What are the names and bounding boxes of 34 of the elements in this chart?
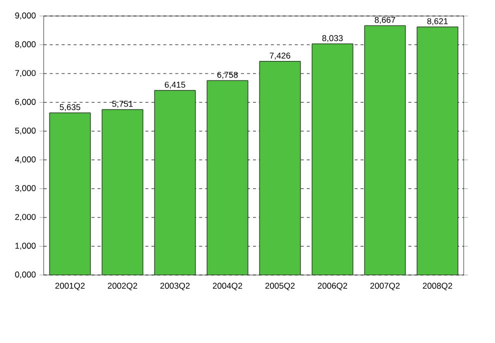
y-tick-label: 1,000	[15, 242, 36, 250]
data-label: 6,758	[217, 72, 238, 79]
data-label: 7,426	[270, 52, 290, 60]
x-tick-label: 2007Q2	[370, 282, 400, 290]
data-label: 5,751	[112, 100, 133, 108]
y-tick-label: 7,000	[15, 70, 36, 78]
bar	[416, 26, 458, 275]
data-label: 8,033	[322, 35, 343, 42]
bar	[364, 26, 406, 275]
y-tick-label: 0,000	[15, 272, 36, 278]
bar	[50, 112, 90, 275]
data-label: 8,621	[427, 18, 448, 26]
x-tick-label: 2006Q2	[318, 282, 348, 290]
x-tick-label: 2008Q2	[422, 282, 452, 290]
y-tick-label: 8,000	[15, 41, 36, 48]
y-tick-label: 4,000	[14, 156, 36, 164]
x-tick-label: 2005Q2	[265, 282, 295, 290]
x-tick-label: 2001Q2	[55, 282, 85, 290]
bar	[312, 44, 353, 275]
x-tick-label: 2003Q2	[160, 282, 190, 290]
bar	[207, 80, 248, 275]
x-tick-label: 2002Q2	[108, 282, 138, 290]
y-tick-label: 6,000	[15, 98, 36, 106]
y-tick-label: 5,000	[15, 128, 36, 135]
bar	[260, 61, 300, 275]
data-label: 8,667	[374, 16, 396, 24]
y-tick-label: 9,000	[15, 12, 36, 20]
y-tick-label: 3,000	[15, 185, 36, 192]
bar	[154, 90, 196, 275]
data-label: 6,415	[164, 82, 186, 89]
data-label: 5,635	[60, 104, 80, 112]
x-tick-label: 2004Q2	[212, 282, 242, 290]
bar	[102, 110, 143, 275]
y-tick-label: 2,000	[15, 214, 36, 221]
